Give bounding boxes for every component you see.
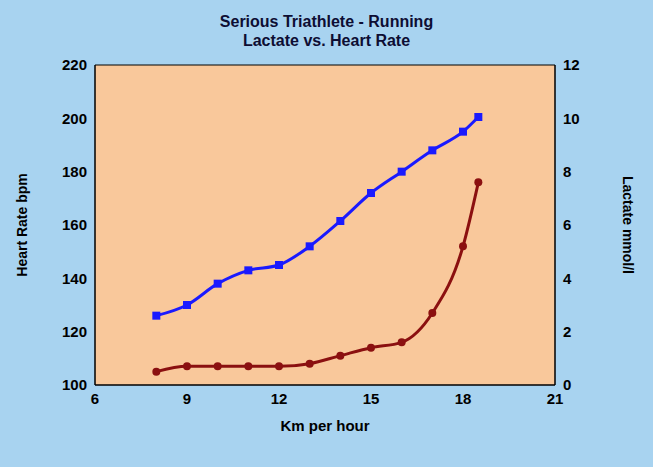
svg-text:10: 10 bbox=[563, 110, 580, 127]
svg-text:160: 160 bbox=[62, 216, 87, 233]
svg-text:12: 12 bbox=[563, 56, 580, 73]
svg-text:200: 200 bbox=[62, 110, 87, 127]
html-text:Serious Triathlete - Running: Serious Triathlete - Running bbox=[219, 13, 434, 30]
svg-text:6: 6 bbox=[91, 390, 99, 407]
svg-text:140: 140 bbox=[62, 270, 87, 287]
html-text:Lactate vs. Heart Rate: Lactate vs. Heart Rate bbox=[242, 32, 411, 49]
svg-text:8: 8 bbox=[563, 163, 571, 180]
svg-text:12: 12 bbox=[271, 390, 288, 407]
svg-text:120: 120 bbox=[62, 323, 87, 340]
svg-text:18: 18 bbox=[455, 390, 472, 407]
svg-text:2: 2 bbox=[563, 323, 571, 340]
svg-text:Km per hour: Km per hour bbox=[280, 417, 369, 434]
svg-text:Heart Rate bpm: Heart Rate bpm bbox=[14, 173, 30, 276]
svg-text:180: 180 bbox=[62, 163, 87, 180]
svg-text:15: 15 bbox=[363, 390, 380, 407]
svg-text:220: 220 bbox=[62, 56, 87, 73]
svg-text:4: 4 bbox=[563, 270, 572, 287]
svg-text:100: 100 bbox=[62, 376, 87, 393]
svg-text:Lactate mmol/l: Lactate mmol/l bbox=[620, 176, 636, 274]
svg-text:6: 6 bbox=[563, 216, 571, 233]
svg-text:21: 21 bbox=[547, 390, 564, 407]
svg-text:0: 0 bbox=[563, 376, 571, 393]
svg-text:9: 9 bbox=[183, 390, 191, 407]
